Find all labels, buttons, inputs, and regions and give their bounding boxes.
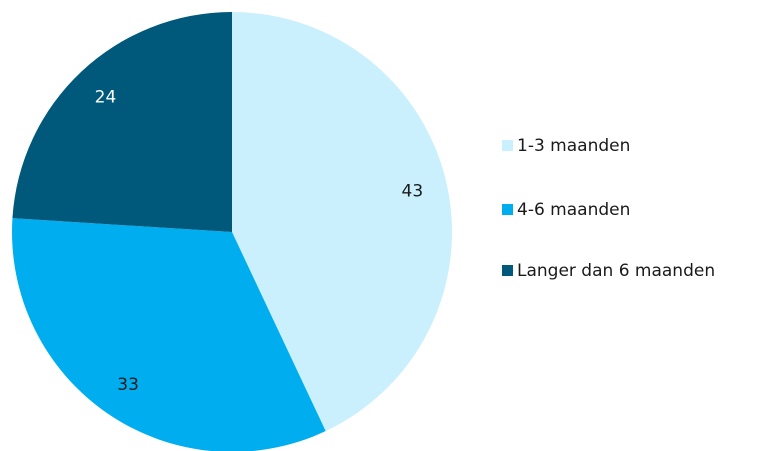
- legend-swatch: [502, 204, 513, 215]
- data-label: 24: [95, 87, 117, 107]
- legend-label: 4-6 maanden: [517, 200, 630, 220]
- legend-swatch: [502, 140, 513, 151]
- legend-swatch: [502, 265, 513, 276]
- legend-label: Langer dan 6 maanden: [517, 261, 715, 281]
- data-label: 33: [117, 375, 139, 395]
- data-label: 43: [402, 182, 424, 202]
- pie-slice: [12, 218, 326, 451]
- pie-slice: [232, 12, 452, 432]
- legend-label: 1-3 maanden: [517, 136, 630, 156]
- pie-slice: [12, 12, 233, 232]
